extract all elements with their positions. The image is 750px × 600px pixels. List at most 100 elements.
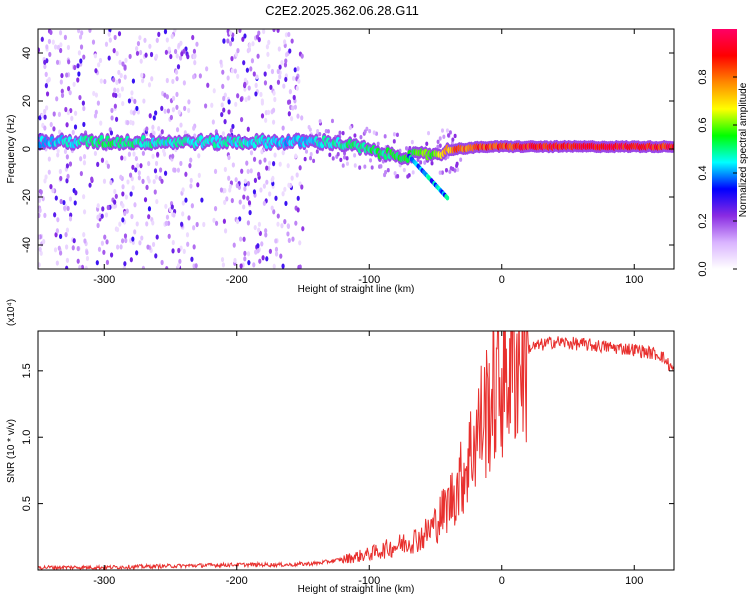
noise-speckle (278, 161, 282, 167)
noise-speckle (82, 54, 86, 60)
noise-speckle (40, 112, 44, 119)
noise-speckle (411, 170, 415, 175)
noise-speckle (221, 131, 225, 137)
noise-speckle (153, 189, 157, 195)
noise-speckle (231, 162, 235, 168)
noise-speckle (68, 196, 73, 202)
noise-speckle (119, 174, 123, 180)
noise-speckle (279, 253, 283, 259)
noise-speckle (119, 244, 123, 250)
x-tick-label: -300 (93, 575, 115, 587)
noise-speckle (276, 79, 281, 85)
noise-speckle (243, 256, 247, 262)
noise-speckle (167, 46, 171, 52)
noise-speckle (141, 178, 145, 184)
noise-speckle (222, 38, 226, 44)
noise-speckle (102, 249, 106, 255)
noise-speckle (100, 213, 104, 219)
noise-speckle (205, 66, 209, 72)
noise-speckle (272, 160, 276, 167)
noise-speckle (139, 58, 143, 64)
colorbar: 0.0 0.2 0.4 0.6 0.8 Normalized spectral ampl… (697, 29, 749, 277)
noise-speckle (96, 203, 100, 209)
noise-speckle (59, 79, 63, 85)
noise-speckle (94, 109, 98, 115)
noise-speckle (267, 63, 271, 70)
noise-speckle (343, 155, 347, 160)
noise-speckle (77, 71, 81, 77)
noise-speckle (194, 263, 198, 269)
noise-speckle (392, 139, 396, 144)
noise-speckle (195, 221, 199, 228)
noise-speckle (226, 75, 230, 81)
noise-speckle (65, 178, 69, 184)
noise-speckle (293, 104, 297, 110)
noise-speckle (116, 87, 120, 93)
noise-speckle (91, 39, 96, 45)
noise-speckle (135, 105, 139, 112)
noise-speckle (96, 222, 100, 229)
noise-speckle (223, 166, 227, 173)
noise-speckle (278, 74, 282, 80)
noise-speckle (295, 172, 299, 178)
noise-speckle (82, 209, 87, 215)
noise-speckle (243, 186, 247, 192)
noise-speckle (254, 91, 258, 97)
noise-speckle (286, 231, 290, 237)
noise-speckle (100, 240, 105, 246)
noise-speckle (79, 44, 84, 50)
noise-speckle (106, 204, 110, 211)
noise-speckle (386, 167, 390, 173)
noise-speckle (113, 103, 117, 109)
noise-speckle (242, 204, 246, 210)
noise-speckle (183, 105, 187, 112)
colorbar-tick-label: 0.6 (697, 117, 709, 132)
noise-speckle (128, 172, 133, 178)
noise-speckle (451, 166, 455, 172)
noise-speckle (288, 48, 292, 54)
noise-speckle (131, 236, 135, 242)
noise-speckle (65, 227, 70, 233)
noise-speckle (273, 96, 277, 103)
colorbar-label: Normalized spectral amplitude (738, 82, 749, 217)
noise-speckle (98, 57, 103, 64)
noise-speckle (187, 215, 191, 221)
noise-speckle (47, 38, 52, 45)
noise-speckle (68, 161, 73, 167)
noise-speckle (72, 81, 76, 87)
noise-speckle (396, 174, 400, 179)
noise-speckle (165, 214, 170, 220)
noise-speckle (274, 246, 279, 252)
noise-speckle (77, 50, 81, 56)
noise-speckle (47, 169, 51, 175)
noise-speckle (276, 29, 280, 33)
noise-speckle (156, 151, 160, 157)
noise-speckle (81, 100, 85, 106)
snr-y-ticks: 0.5 1.0 1.5 (21, 363, 674, 511)
noise-speckle (300, 115, 304, 121)
noise-speckle (264, 232, 268, 238)
noise-speckle (353, 133, 357, 138)
noise-speckle (43, 212, 47, 218)
noise-speckle (258, 159, 262, 165)
noise-speckle (176, 263, 181, 269)
noise-speckle (309, 152, 313, 157)
noise-speckle (139, 49, 143, 56)
noise-speckle (67, 59, 71, 65)
noise-speckle (338, 130, 342, 136)
signal-branch (445, 195, 450, 201)
noise-speckle (109, 130, 114, 136)
noise-speckle (336, 152, 340, 157)
noise-speckle (96, 214, 100, 220)
noise-speckle (268, 248, 272, 254)
noise-speckle (49, 29, 53, 36)
noise-speckle (228, 41, 233, 47)
noise-speckle (274, 238, 278, 244)
noise-speckle (219, 59, 223, 65)
noise-speckle (251, 41, 255, 47)
noise-speckle (151, 124, 155, 130)
noise-speckle (257, 37, 261, 43)
noise-speckle (312, 158, 316, 164)
noise-speckle (290, 116, 294, 122)
noise-speckle (175, 91, 179, 98)
